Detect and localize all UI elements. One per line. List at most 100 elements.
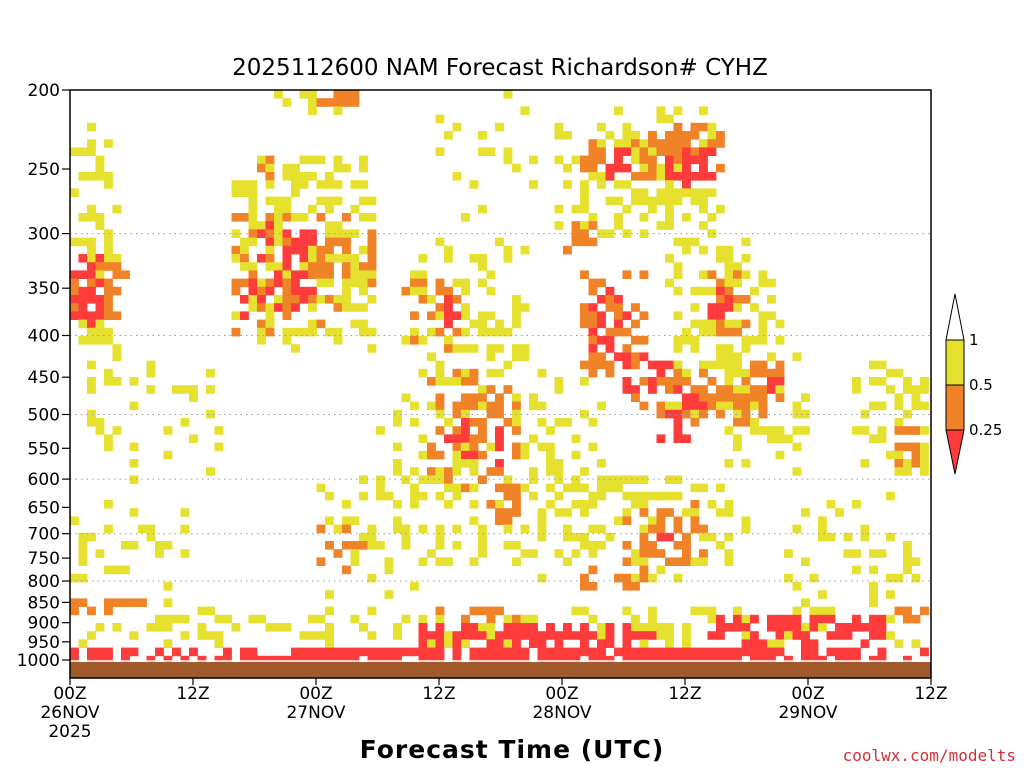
ri-cell-0.5-1 [818, 516, 827, 525]
ri-cell-0.5-1 [554, 508, 564, 517]
ri-cell-0.5-1 [792, 606, 802, 616]
ri-cell-0.5-1 [257, 327, 266, 337]
ri-cell-0.5-1 [665, 188, 674, 197]
ri-cell-0.5-1 [741, 344, 751, 353]
ri-cell-below-0.25 [809, 655, 819, 665]
ri-cell-0.5-1 [461, 368, 470, 378]
ri-cell-0.5-1 [767, 639, 776, 648]
ri-cell-0.5-1 [750, 336, 759, 345]
ri-cell-below-0.25 [95, 655, 105, 665]
ri-cell-0.5-1 [461, 459, 470, 468]
ri-cell-0.5-1 [733, 352, 742, 361]
ri-cell-0.25-0.5 [639, 508, 649, 517]
ri-cell-0.5-1 [869, 401, 878, 411]
ri-cell-0.5-1 [682, 237, 691, 247]
ri-cell-0.5-1 [699, 319, 708, 329]
ri-cell-0.5-1 [894, 450, 904, 460]
ri-cell-0.25-0.5 [673, 541, 683, 550]
ri-cell-below-0.25 [580, 631, 589, 640]
ri-cell-0.5-1 [673, 163, 683, 173]
ri-cell-0.5-1 [282, 270, 292, 279]
ri-cell-0.5-1 [580, 221, 589, 230]
ri-cell-below-0.25 [690, 647, 700, 657]
ri-cell-0.5-1 [104, 229, 113, 238]
ri-cell-0.25-0.5 [588, 360, 598, 370]
ri-cell-0.5-1 [716, 541, 725, 550]
ri-cell-0.5-1 [359, 286, 368, 296]
ri-cell-0.5-1 [818, 590, 827, 599]
ri-cell-0.5-1 [274, 295, 283, 304]
ri-cell-0.5-1 [639, 557, 649, 566]
ri-cell-0.5-1 [852, 549, 861, 558]
ri-cell-0.5-1 [733, 409, 742, 419]
ri-cell-below-0.25 [495, 442, 504, 452]
ri-cell-0.5-1 [435, 311, 445, 320]
ri-cell-below-0.25 [444, 303, 453, 312]
ri-cell-below-0.25 [240, 311, 249, 320]
ri-cell-below-0.25 [274, 278, 283, 288]
ri-cell-0.5-1 [104, 180, 113, 189]
ri-cell-0.5-1 [673, 475, 683, 484]
ri-cell-below-0.25 [877, 631, 887, 640]
ri-cell-below-0.25 [605, 623, 615, 632]
ri-cell-0.5-1 [512, 418, 521, 427]
ri-cell-below-0.25 [792, 623, 802, 632]
ri-cell-0.5-1 [597, 459, 606, 468]
ri-cell-0.5-1 [325, 172, 334, 181]
ri-cell-0.25-0.5 [452, 368, 462, 378]
ri-cell-0.5-1 [860, 409, 870, 419]
ri-cell-0.5-1 [231, 623, 241, 632]
ri-cell-below-0.25 [384, 655, 394, 665]
ri-cell-0.25-0.5 [104, 598, 113, 607]
ri-cell-0.5-1 [129, 377, 139, 386]
ri-cell-0.5-1 [393, 459, 402, 468]
ri-cell-0.5-1 [622, 508, 632, 517]
ri-cell-0.25-0.5 [461, 483, 470, 493]
ri-cell-below-0.25 [665, 155, 674, 165]
ri-cell-0.5-1 [418, 450, 428, 460]
ri-cell-0.25-0.5 [265, 213, 275, 222]
ri-cell-below-0.25 [631, 631, 640, 640]
ri-cell-0.5-1 [724, 254, 734, 263]
ri-cell-0.25-0.5 [622, 516, 632, 525]
ri-cell-0.5-1 [512, 557, 521, 566]
ri-cell-0.5-1 [240, 188, 249, 197]
ri-cell-0.5-1 [189, 434, 198, 443]
ri-cell-below-0.25 [588, 655, 598, 665]
ri-cell-0.5-1 [486, 344, 496, 353]
ri-cell-0.25-0.5 [444, 467, 453, 476]
ri-cell-0.5-1 [512, 541, 521, 550]
ri-cell-0.25-0.5 [282, 286, 292, 296]
ri-cell-0.5-1 [95, 623, 105, 632]
ri-cell-0.5-1 [656, 172, 666, 181]
ri-cell-below-0.25 [699, 163, 708, 173]
ri-cell-below-0.25 [614, 295, 623, 304]
ri-cell-0.5-1 [104, 368, 113, 378]
ri-cell-0.25-0.5 [639, 573, 649, 583]
ri-cell-0.5-1 [707, 213, 717, 222]
ri-cell-0.5-1 [308, 204, 317, 214]
ri-cell-0.5-1 [733, 442, 742, 452]
ri-cell-0.5-1 [682, 368, 691, 378]
ri-cell-0.5-1 [359, 270, 368, 279]
ri-cell-0.5-1 [597, 229, 606, 238]
ri-cell-below-0.25 [520, 655, 530, 665]
ri-cell-below-0.25 [614, 319, 623, 329]
ri-cell-0.5-1 [724, 426, 734, 435]
ri-cell-0.5-1 [894, 368, 904, 378]
ri-cell-0.5-1 [478, 131, 487, 140]
ri-cell-below-0.25 [724, 295, 734, 304]
ri-cell-below-0.25 [716, 655, 725, 665]
ri-cell-0.5-1 [707, 500, 717, 509]
ri-cell-below-0.25 [469, 450, 479, 460]
ri-cell-0.25-0.5 [342, 541, 351, 550]
ri-cell-0.25-0.5 [316, 319, 326, 329]
ri-cell-0.5-1 [512, 319, 521, 329]
ri-cell-0.5-1 [401, 393, 411, 402]
ri-cell-0.5-1 [274, 221, 283, 230]
ri-cell-below-0.25 [835, 623, 844, 632]
ri-cell-0.5-1 [741, 270, 751, 279]
ri-cell-0.5-1 [767, 426, 776, 435]
ri-cell-0.5-1 [699, 245, 708, 255]
